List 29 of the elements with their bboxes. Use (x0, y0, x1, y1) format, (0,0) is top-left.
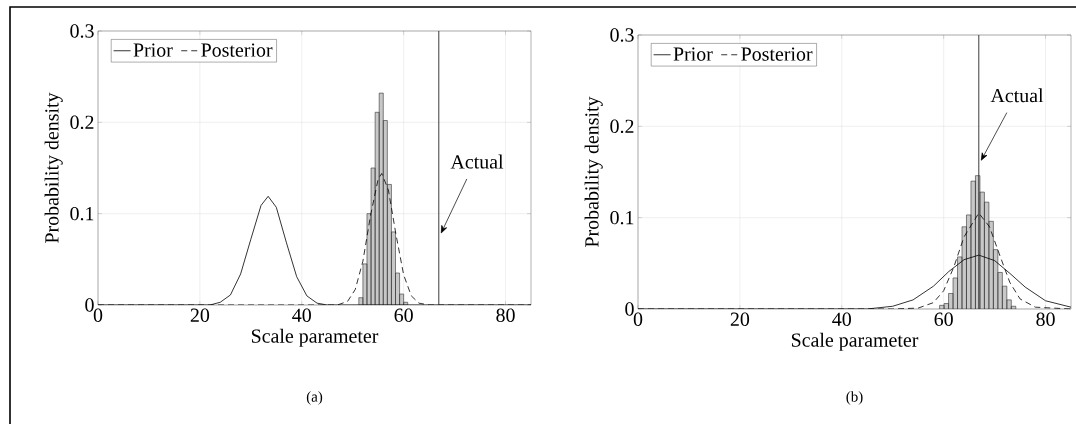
x-tick-label: 80 (496, 308, 515, 322)
x-tick-label: 0 (93, 308, 103, 322)
x-tick-label: 0 (633, 312, 643, 326)
y-tick-label: 0.3 (610, 28, 634, 42)
y-tick-label: 0.2 (610, 119, 634, 134)
y-tick-label: 0 (85, 298, 94, 312)
legend-label: Posterior (201, 43, 273, 57)
text: (a) (306, 391, 323, 405)
y-tick-label: 0.1 (610, 210, 634, 225)
y-tick-label: 0.2 (70, 115, 94, 130)
x-axis-title: Scale parameter (791, 332, 919, 351)
legend-label: Posterior (741, 47, 813, 61)
ref-line-label: Actual (990, 88, 1044, 103)
legend-label: Prior (673, 47, 713, 61)
x-axis-title: Scale parameter (251, 328, 379, 347)
x-tick-label: 40 (832, 312, 851, 326)
y-tick-label: 0.3 (70, 24, 94, 38)
legend-label: Prior (133, 43, 173, 57)
y-axis-title: Probability density (584, 96, 603, 247)
ref-line-label: Actual (450, 154, 504, 169)
x-tick-label: 20 (730, 312, 750, 326)
x-tick-label: 40 (292, 308, 311, 322)
x-tick-label: 80 (1036, 312, 1055, 326)
y-tick-label: 0.1 (70, 206, 94, 221)
x-tick-label: 60 (934, 312, 953, 326)
text: (b) (846, 391, 863, 405)
x-tick-label: 20 (190, 308, 210, 322)
y-axis-title: Probability density (44, 92, 63, 243)
x-tick-label: 60 (394, 308, 413, 322)
